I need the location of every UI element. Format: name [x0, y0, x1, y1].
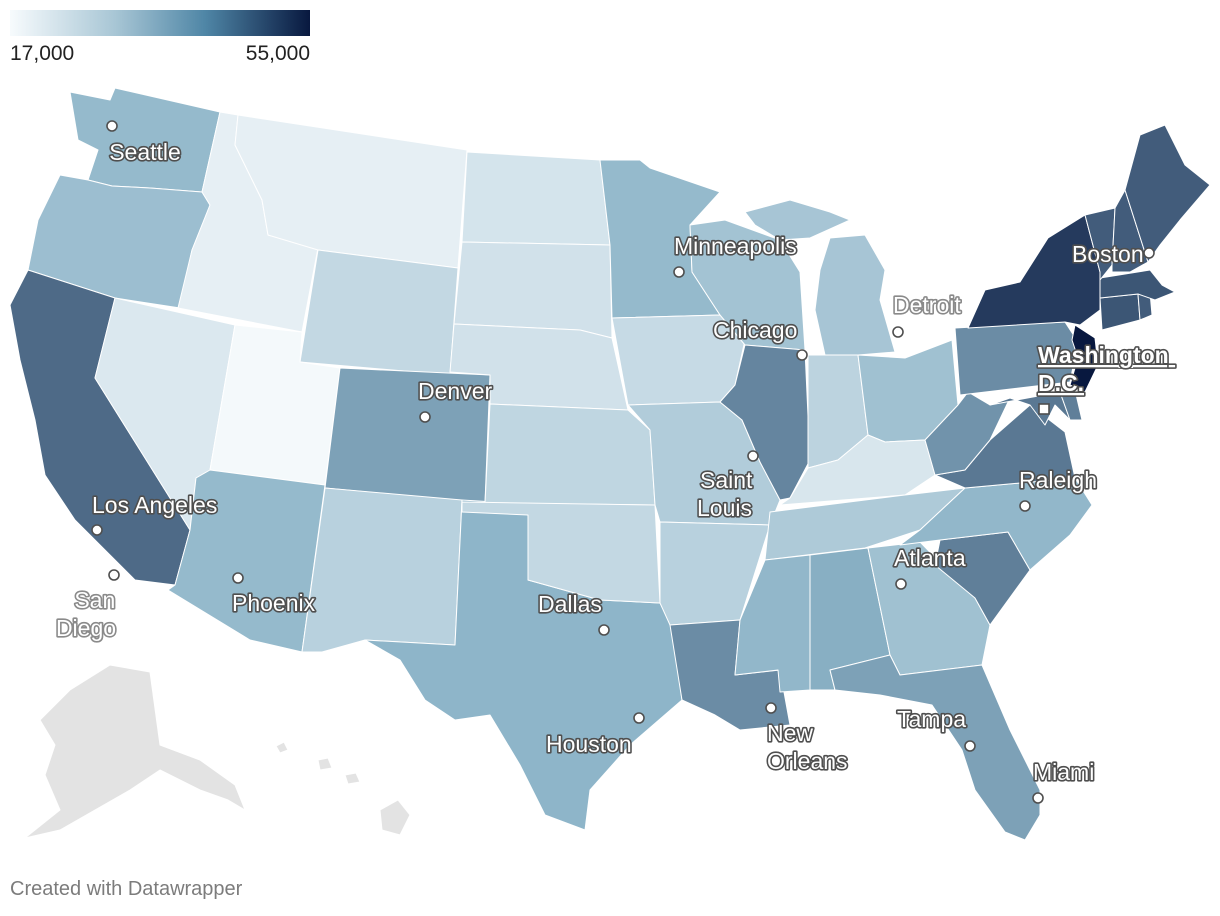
city-label-saint-louis: Saint Louis [697, 467, 759, 521]
legend-gradient-bar [10, 10, 310, 36]
city-dot-minneapolis[interactable] [673, 266, 685, 278]
state-fl[interactable] [829, 654, 1041, 841]
city-dot-atlanta[interactable] [895, 578, 907, 590]
city-label-san-diego-line1: San [74, 587, 115, 613]
city-label-new-orleans: New Orleans [767, 720, 848, 774]
state-wy[interactable] [299, 249, 459, 376]
state-ks[interactable] [484, 403, 656, 506]
city-label-detroit: Detroit [893, 292, 961, 318]
state-ny[interactable] [967, 214, 1101, 329]
state-hi-islands [275, 741, 361, 785]
city-label-washington-dc-line2: D.C. [1038, 370, 1084, 396]
city-label-denver: Denver [418, 378, 492, 404]
city-dot-chicago[interactable] [796, 349, 808, 361]
city-dot-seattle[interactable] [106, 120, 118, 132]
state-sd[interactable] [453, 241, 613, 339]
state-nd[interactable] [461, 151, 611, 246]
city-dot-new-orleans[interactable] [765, 702, 777, 714]
city-label-phoenix: Phoenix [232, 590, 316, 616]
city-label-saint-louis-line1: Saint [700, 467, 753, 493]
city-dot-los-angeles[interactable] [91, 524, 103, 536]
city-dot-detroit[interactable] [892, 326, 904, 338]
state-ct[interactable] [1099, 293, 1141, 331]
city-dot-tampa[interactable] [964, 740, 976, 752]
datawrapper-credit: Created with Datawrapper [10, 878, 243, 900]
city-marker-washington-dc[interactable] [1038, 403, 1050, 415]
city-label-boston: Boston [1072, 241, 1144, 267]
city-markers: Seattle Los Angeles San Diego Phoenix De… [54, 120, 1175, 804]
state-nj[interactable] [1069, 324, 1099, 393]
city-label-san-diego-line2: Diego [56, 615, 116, 641]
city-label-dallas: Dallas [538, 591, 602, 617]
city-label-houston: Houston [546, 731, 632, 757]
city-label-new-orleans-line1: New [767, 720, 813, 746]
city-dot-denver[interactable] [419, 411, 431, 423]
city-label-washington-dc-line1: Washington [1038, 342, 1169, 368]
city-dot-houston[interactable] [633, 712, 645, 724]
state-ak [24, 664, 246, 839]
states-layer [9, 87, 1211, 841]
state-hi-main [379, 799, 411, 836]
state-vt[interactable] [1084, 207, 1116, 281]
state-ma[interactable] [1099, 269, 1176, 301]
legend-max-label: 55,000 [246, 42, 310, 65]
city-dot-saint-louis[interactable] [747, 450, 759, 462]
legend-min-label: 17,000 [10, 42, 74, 65]
state-de[interactable] [1059, 389, 1083, 421]
city-dot-miami[interactable] [1032, 792, 1044, 804]
state-mt[interactable] [234, 114, 468, 269]
color-legend: 17,000 55,000 [10, 10, 310, 65]
state-ok[interactable] [461, 501, 661, 604]
state-nm[interactable] [301, 487, 463, 653]
state-mi-upper[interactable] [744, 199, 851, 241]
city-dot-raleigh[interactable] [1019, 500, 1031, 512]
city-dot-dallas[interactable] [598, 624, 610, 636]
city-label-chicago: Chicago [713, 317, 797, 343]
city-dot-phoenix[interactable] [232, 572, 244, 584]
city-label-atlanta: Atlanta [894, 545, 966, 571]
city-label-minneapolis: Minneapolis [674, 233, 797, 259]
city-label-saint-louis-line2: Louis [697, 495, 752, 521]
city-label-new-orleans-line2: Orleans [767, 748, 848, 774]
city-label-washington-dc: Washington D.C. [1038, 342, 1175, 396]
city-label-seattle: Seattle [109, 139, 181, 165]
city-label-miami: Miami [1033, 759, 1094, 785]
city-label-raleigh: Raleigh [1019, 467, 1097, 493]
city-dot-boston[interactable] [1143, 247, 1155, 259]
city-label-los-angeles: Los Angeles [92, 492, 217, 518]
city-label-san-diego: San Diego [56, 587, 122, 641]
city-label-tampa: Tampa [897, 706, 966, 732]
state-mi[interactable] [814, 234, 896, 356]
city-dot-san-diego[interactable] [108, 569, 120, 581]
